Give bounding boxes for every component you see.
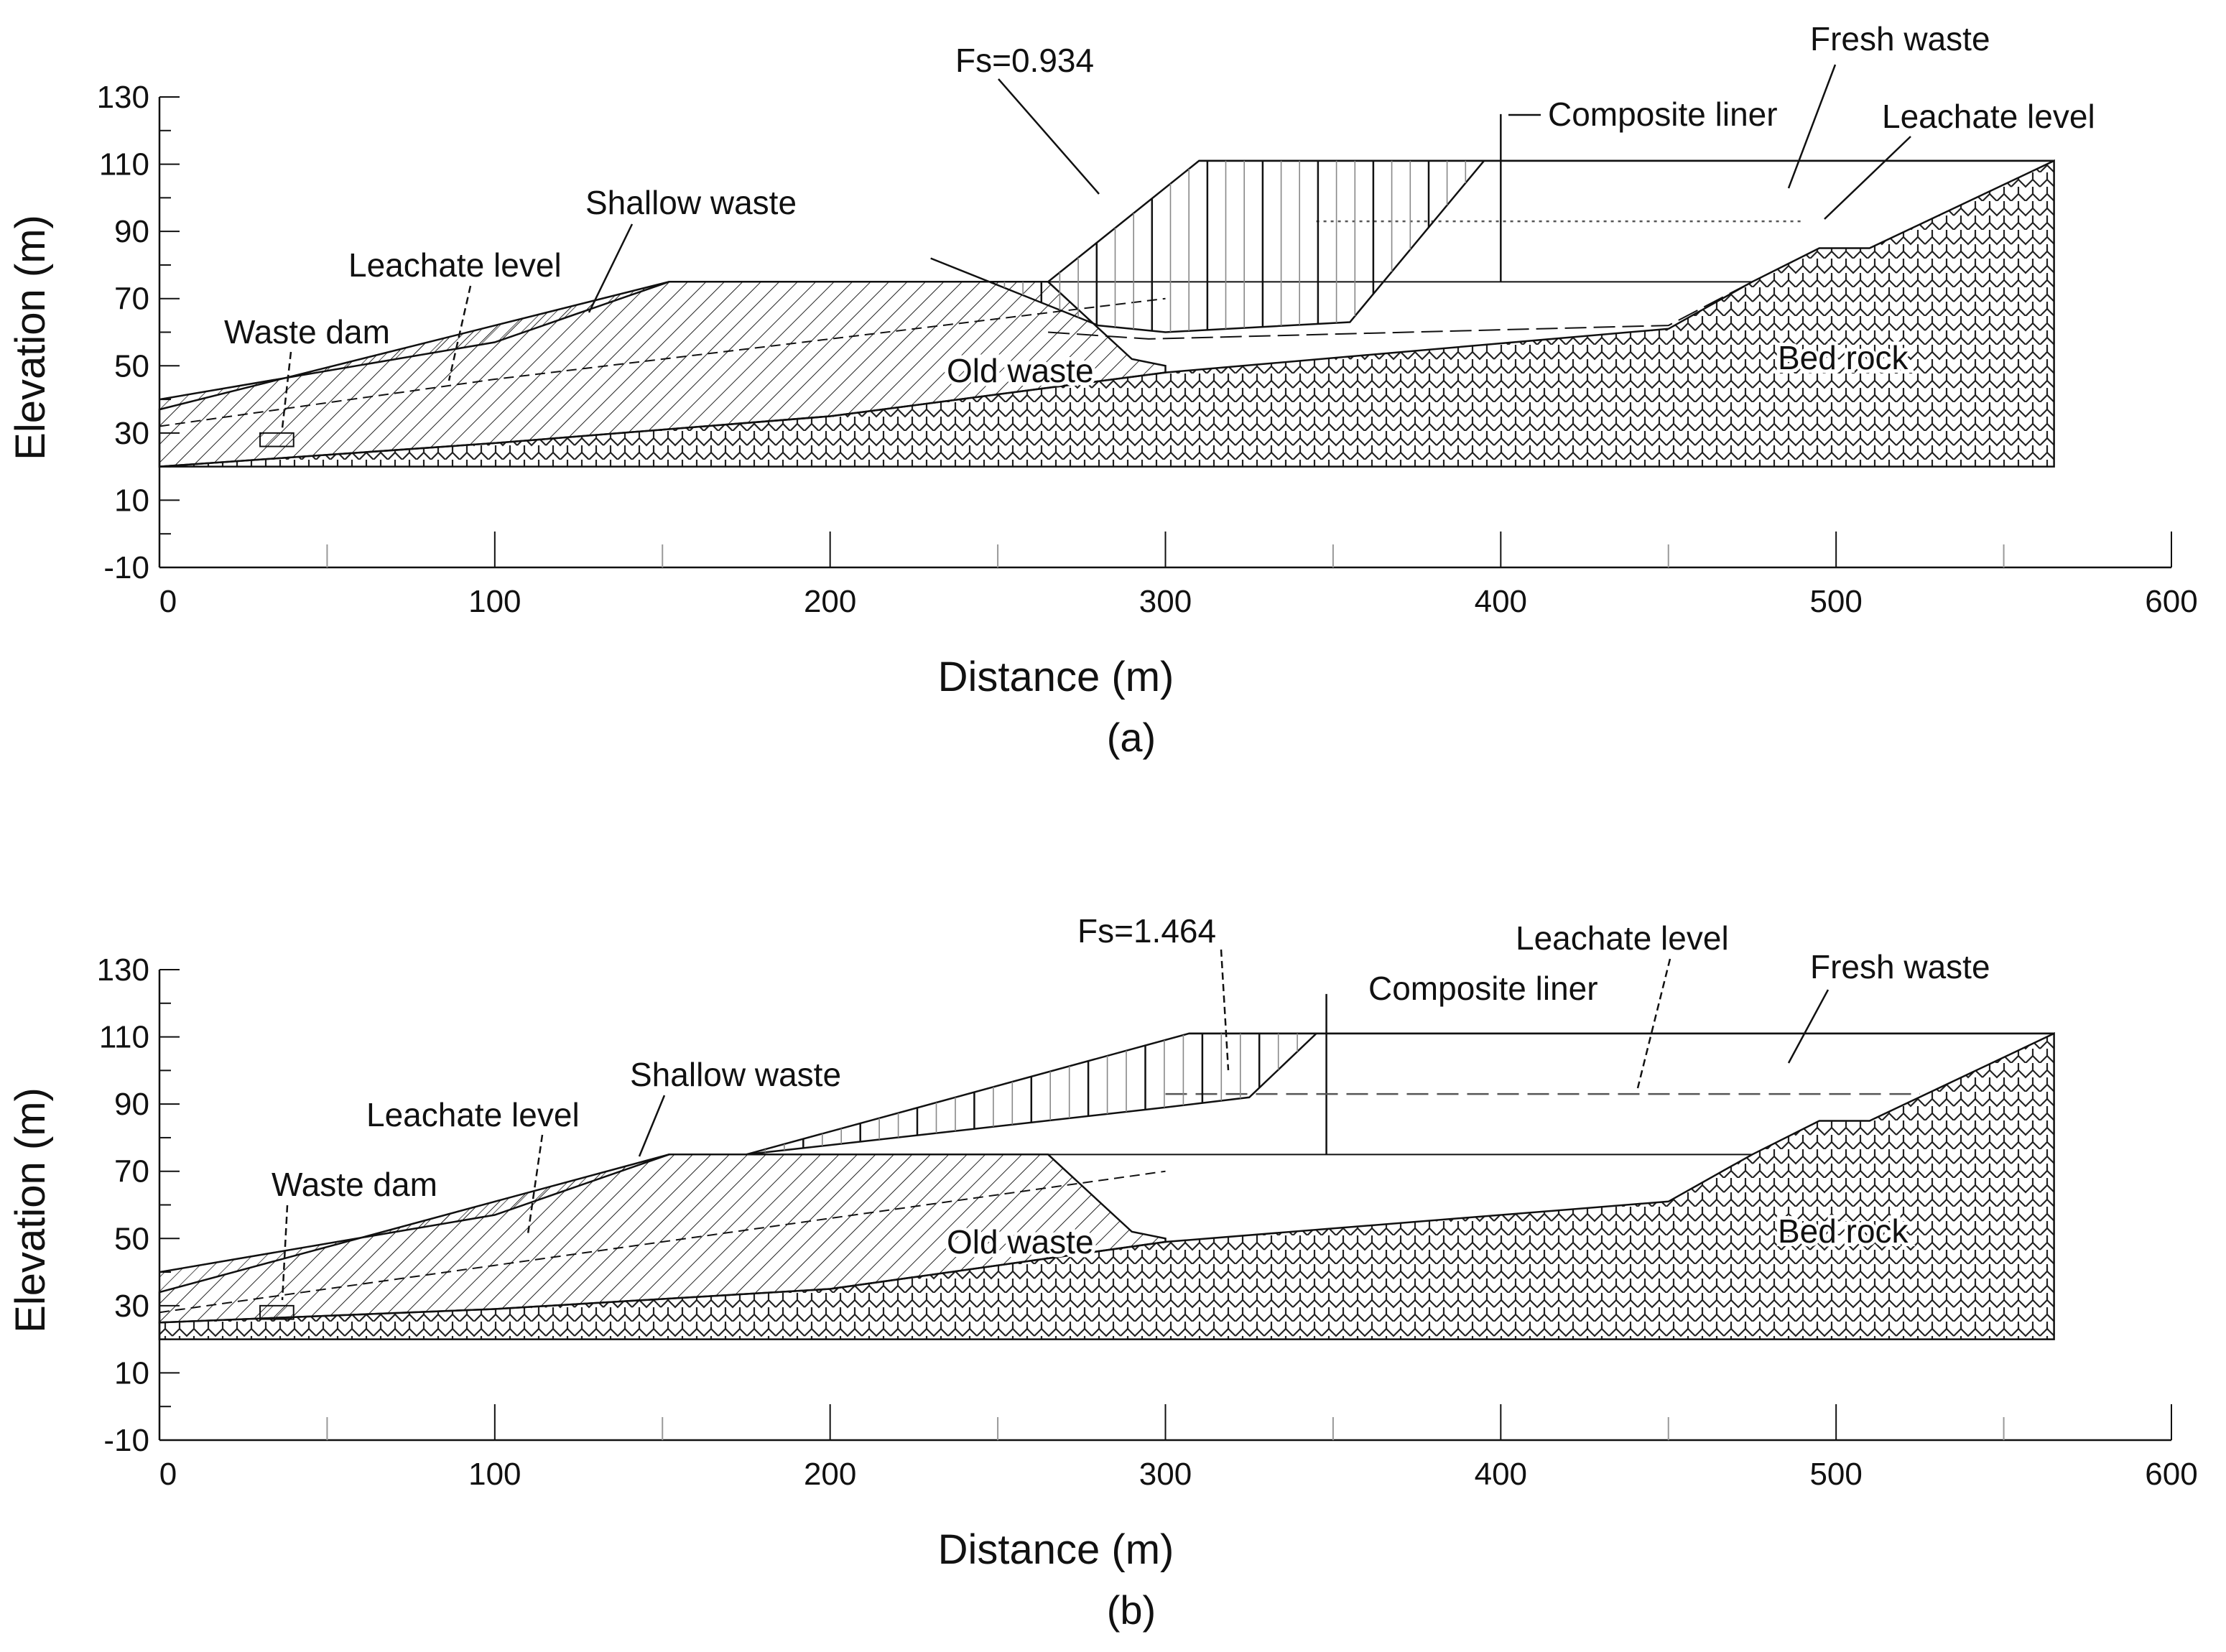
panel-a-shallow-waste-leader [588,223,634,313]
y-tick-label: 70 [114,282,149,317]
x-tick-label: 500 [1809,1457,1862,1492]
panel-b-leachate-right-label: Leachate level [1516,919,1729,957]
slip-surface-line [930,160,1485,333]
panel-b-slices [764,1033,1298,1153]
panel-a-fs-leader [998,78,1100,195]
x-tick-label: 0 [159,1457,177,1492]
panel-b-waste-dam-label: Waste dam [272,1166,437,1203]
panel-b-layers [158,993,2055,1340]
y-tick-label: 30 [114,416,149,451]
x-tick-label: 400 [1475,1457,1527,1492]
panel-b: -10 10 30 50 70 90 110 130 0 100 200 300 400 500 600 E… [7,912,2198,1633]
y-tick-label: 10 [114,483,149,518]
panel-b-bed-rock-label: Bed rock [1778,1212,1909,1250]
panel-b-leachate-left-leader [527,1134,544,1235]
panel-b-fs-label: Fs=1.464 [1077,912,1216,950]
panel-b-leachate-right-leader [1636,958,1671,1089]
panel-a-leachate-right-leader [1824,136,1911,220]
panel-b-ticklabels: -10 10 30 50 70 90 110 130 0 100 200 300 400 500 600 [97,952,2198,1492]
panel-a-fresh-waste-leader [1787,64,1837,189]
x-tick-label: 500 [1809,584,1862,619]
panel-b-leachate-left-label: Leachate level [366,1096,580,1133]
y-tick-label: -10 [103,1423,149,1458]
x-tick-label: 600 [2145,584,2197,619]
leachate-level-left-line [159,1170,1166,1314]
panel-b-ylabel: Elevation (m) [7,1087,54,1333]
panel-a-leachate-left-leader [447,285,472,381]
y-tick-label: 130 [97,80,149,115]
panel-a-bed-rock-label: Bed rock [1778,339,1909,376]
y-tick-label: -10 [103,550,149,585]
waste-dam-block [259,1304,295,1320]
panel-a-ylabel: Elevation (m) [7,215,54,460]
x-tick-label: 400 [1475,584,1527,619]
leachate-level-left-line [159,297,1166,427]
panel-a-xlabel: Distance (m) [938,654,1174,700]
panel-a-layers [158,113,2055,468]
x-tick-label: 300 [1139,1457,1192,1492]
panel-b-fresh-waste-leader [1787,989,1830,1064]
y-tick-label: 30 [114,1289,149,1324]
panel-b-shallow-waste-label: Shallow waste [630,1056,841,1093]
panel-b-caption: (b) [1107,1587,1156,1633]
panel-a-old-waste-label: Old waste [947,352,1094,389]
panel-a-shallow-waste-label: Shallow waste [585,184,797,221]
x-tick-label: 100 [468,584,521,619]
panel-b-waste-dam-leader [281,1205,289,1301]
y-tick-label: 70 [114,1154,149,1189]
y-tick-label: 90 [114,1087,149,1122]
x-tick-label: 300 [1139,584,1192,619]
panel-b-composite-liner-label: Composite liner [1368,970,1598,1007]
panel-b-shallow-waste-leader [638,1095,666,1157]
y-tick-label: 110 [99,147,149,182]
panel-a: -10 10 30 50 70 90 110 130 0 100 200 300 400 500 600 E… [7,20,2198,760]
y-tick-label: 90 [114,214,149,249]
panel-a-fs-label: Fs=0.934 [955,42,1094,79]
panel-a-fresh-waste-label: Fresh waste [1810,20,1990,57]
x-tick-label: 200 [804,1457,856,1492]
panel-a-caption: (a) [1107,715,1156,760]
panel-a-slices [1003,160,1467,333]
y-tick-label: 50 [114,348,149,384]
y-tick-label: 110 [99,1020,149,1055]
panel-b-fs-leader [1220,949,1230,1071]
panel-b-fresh-waste-label: Fresh waste [1810,948,1990,985]
x-tick-label: 600 [2145,1457,2197,1492]
panel-a-leachate-left-label: Leachate level [348,246,562,284]
x-tick-label: 0 [159,584,177,619]
panel-b-old-waste-label: Old waste [947,1223,1094,1261]
x-tick-label: 100 [468,1457,521,1492]
y-tick-label: 10 [114,1355,149,1391]
panel-a-waste-dam-leader [281,351,292,429]
fresh-waste-base-line [1048,281,1753,340]
y-tick-label: 50 [114,1221,149,1256]
panel-a-composite-liner-label: Composite liner [1548,96,1778,133]
panel-a-waste-dam-label: Waste dam [224,313,390,351]
x-tick-label: 200 [804,584,856,619]
panel-b-xlabel: Distance (m) [938,1526,1174,1573]
panel-a-ticklabels: -10 10 30 50 70 90 110 130 0 100 200 300 400 500 600 [97,80,2198,619]
panel-b-axes [158,969,2172,1442]
y-tick-label: 130 [97,952,149,988]
waste-dam-block [259,432,295,447]
panel-a-axes [158,96,2172,569]
old-waste-region [158,1154,1167,1324]
panel-a-leachate-right-label: Leachate level [1882,98,2095,135]
